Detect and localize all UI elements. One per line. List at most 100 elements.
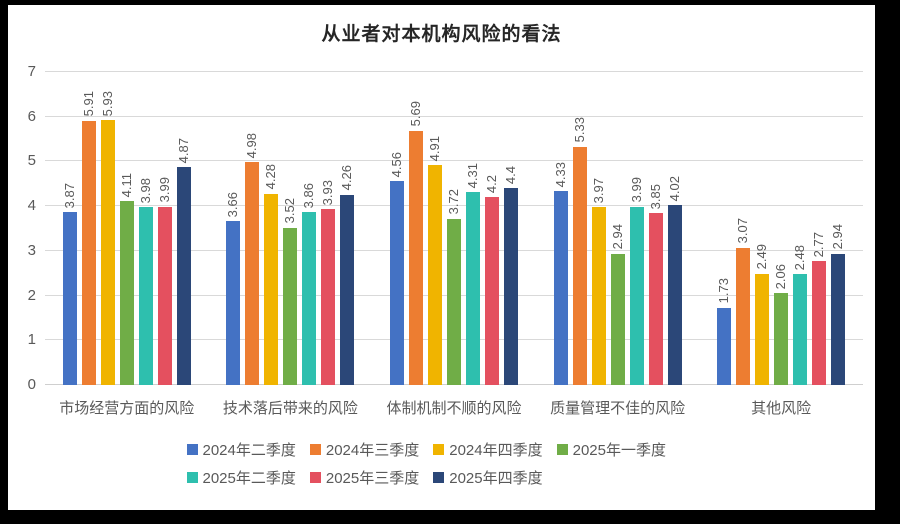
bar-cell: 4.28 xyxy=(263,72,279,385)
bar-value-label: 3.99 xyxy=(156,177,172,203)
bar xyxy=(465,192,480,385)
bar xyxy=(119,201,134,385)
bar-cell: 3.52 xyxy=(282,72,298,385)
legend-row: 2024年二季度 2024年三季度 2024年四季度 2025年一季度 xyxy=(186,439,697,460)
bar-value-label: 4.98 xyxy=(244,133,260,159)
bar-value-label: 3.72 xyxy=(445,189,461,215)
legend-swatch xyxy=(433,444,445,455)
x-axis-category-label: 其他风险 xyxy=(751,400,812,417)
x-axis-category-label: 质量管理不佳的风险 xyxy=(550,400,686,417)
bar-value-label: 4.56 xyxy=(388,151,404,178)
bar-value-label: 3.87 xyxy=(61,182,77,208)
plot-area: 3.87 5.91 5.93 4.11 3.98 3.99 4.87 3.66 4.98 4.28… xyxy=(45,71,863,385)
bar-cell: 3.85 xyxy=(648,72,663,385)
bar xyxy=(176,167,191,385)
legend-swatch xyxy=(186,444,198,455)
bar-value-label: 4.91 xyxy=(426,136,442,162)
bar xyxy=(226,221,241,385)
bar-value-label: 1.73 xyxy=(716,278,732,304)
bar-cell: 4.2 xyxy=(483,72,499,385)
bar-cell: 3.98 xyxy=(138,72,153,385)
bar-value-label: 2.94 xyxy=(609,224,625,250)
bar-cell: 3.93 xyxy=(320,72,336,385)
legend-label: 2025年一季度 xyxy=(572,442,666,459)
bar-cell: 3.97 xyxy=(591,72,606,385)
bar-cell: 4.02 xyxy=(667,72,682,385)
legend-item: 2024年二季度 xyxy=(186,439,296,460)
bar-group: 4.56 5.69 4.91 3.72 4.31 4.2 4.4 xyxy=(372,72,536,385)
bar xyxy=(264,193,279,385)
bar-cell: 2.94 xyxy=(609,72,625,385)
bar-cell: 3.07 xyxy=(735,72,751,385)
bar xyxy=(503,188,518,385)
bar-value-label: 2.49 xyxy=(754,244,770,270)
bar xyxy=(591,207,606,385)
bar-value-label: 5.91 xyxy=(80,91,96,117)
y-axis-tick-label: 1 xyxy=(27,331,36,349)
chart-title: 从业者对本机构风险的看法 xyxy=(321,24,562,45)
bar-value-label: 3.93 xyxy=(320,179,336,206)
bar-cell: 2.77 xyxy=(811,72,827,385)
y-axis-tick-label: 5 xyxy=(27,152,36,170)
bar-cell: 4.11 xyxy=(118,72,134,385)
bar xyxy=(138,207,153,385)
bar-cell: 4.56 xyxy=(388,72,404,385)
bar-value-label: 4.11 xyxy=(118,172,134,198)
bar-value-label: 2.94 xyxy=(830,224,846,250)
bar-group: 3.66 4.98 4.28 3.52 3.86 3.93 4.26 xyxy=(209,72,373,385)
y-axis-tick-label: 7 xyxy=(27,63,36,80)
legend: 2024年二季度 2024年三季度 2024年四季度 2025年一季度 2025年二季度… xyxy=(186,439,697,488)
bar-groups: 3.87 5.91 5.93 4.11 3.98 3.99 4.87 3.66 4.98 4.28… xyxy=(45,72,863,385)
legend-label: 2025年二季度 xyxy=(202,470,296,487)
bar-value-label: 4.28 xyxy=(263,164,279,190)
bar xyxy=(831,253,846,385)
bar xyxy=(629,206,644,385)
bar-cell: 5.93 xyxy=(99,72,115,385)
bar xyxy=(793,274,808,385)
legend-label: 2024年三季度 xyxy=(325,442,420,459)
gridline xyxy=(45,205,863,207)
bar-cell: 5.33 xyxy=(572,72,587,385)
bar-cell: 4.87 xyxy=(176,72,191,385)
bar xyxy=(340,194,355,385)
bar-cell: 3.87 xyxy=(61,72,77,385)
bar-cell: 4.98 xyxy=(244,72,260,385)
bar-value-label: 2.48 xyxy=(792,244,808,271)
bar xyxy=(755,273,770,385)
gridline xyxy=(45,160,863,162)
bar-value-label: 4.4 xyxy=(502,166,518,185)
y-axis-tick-label: 2 xyxy=(27,286,36,304)
bar-cell: 3.99 xyxy=(629,72,644,385)
legend-item: 2025年二季度 xyxy=(186,467,296,488)
bar-cell: 5.91 xyxy=(80,72,96,385)
bar xyxy=(302,212,317,385)
bar-cell: 5.69 xyxy=(408,72,423,385)
bar-value-label: 4.26 xyxy=(339,165,355,191)
bar xyxy=(62,211,77,385)
bar-cell: 3.86 xyxy=(301,72,317,385)
legend-item: 2024年三季度 xyxy=(309,439,420,460)
bar xyxy=(389,181,404,385)
bar-cell: 3.72 xyxy=(445,72,461,385)
bar xyxy=(81,120,96,385)
bar-value-label: 3.86 xyxy=(301,183,317,209)
bar-group: 4.33 5.33 3.97 2.94 3.99 3.85 4.02 xyxy=(536,72,700,385)
legend-row: 2025年二季度 2025年三季度 2025年四季度 xyxy=(186,467,697,488)
bar-value-label: 5.93 xyxy=(99,90,115,116)
legend-label: 2025年三季度 xyxy=(325,470,420,487)
y-axis: 0 1 2 3 4 5 6 7 xyxy=(10,63,36,393)
legend-item: 2025年三季度 xyxy=(309,467,420,488)
bar-value-label: 4.33 xyxy=(552,162,568,188)
legend-swatch xyxy=(556,444,568,455)
legend-swatch xyxy=(433,472,445,483)
x-axis-category-label: 体制机制不顺的风险 xyxy=(386,400,522,417)
legend-label: 2024年二季度 xyxy=(202,442,296,459)
bar-cell: 1.73 xyxy=(716,72,732,385)
bar xyxy=(408,130,423,385)
bar-cell: 2.48 xyxy=(792,72,808,385)
bar xyxy=(484,197,499,385)
bar-value-label: 4.2 xyxy=(483,175,499,194)
bar-value-label: 2.77 xyxy=(811,231,827,258)
bar xyxy=(648,212,663,385)
bar xyxy=(157,206,172,385)
